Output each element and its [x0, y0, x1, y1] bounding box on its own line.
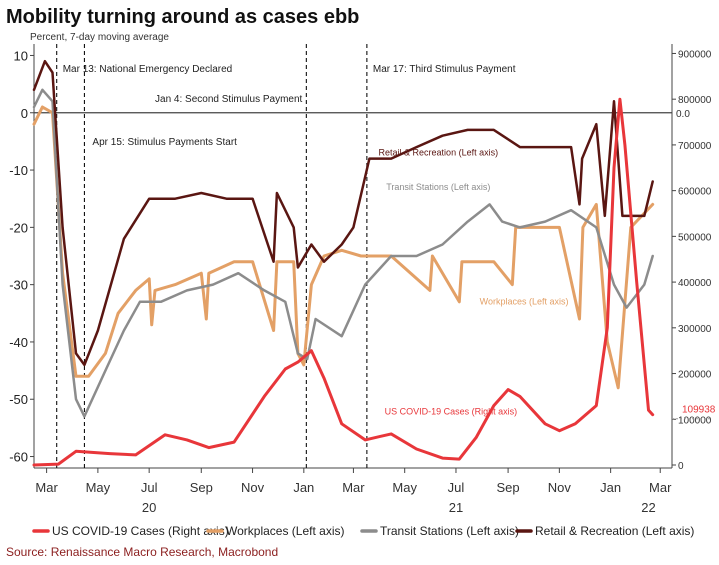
- right-tick-label: 300000: [678, 324, 712, 335]
- series-label: Retail & Recreation (Left axis): [379, 148, 499, 158]
- left-tick-label: -10: [9, 163, 28, 178]
- event-label: Jan 4: Second Stimulus Payment: [155, 94, 303, 105]
- event-label: Mar 17: Third Stimulus Payment: [373, 64, 516, 75]
- legend-label: Workplaces (Left axis): [226, 524, 344, 538]
- left-tick-label: -60: [9, 450, 28, 465]
- right-tick-label: 400000: [678, 278, 712, 289]
- retail-line: [32, 59, 654, 367]
- legend-label: Transit Stations (Left axis): [380, 524, 519, 538]
- x-tick-label: Jul: [141, 480, 158, 495]
- event-label: Mar 13: National Emergency Declared: [63, 64, 233, 75]
- x-year-label: 22: [641, 500, 655, 515]
- x-tick-label: Nov: [241, 480, 265, 495]
- x-tick-label: Jan: [600, 480, 621, 495]
- cases-line: [32, 97, 655, 467]
- left-tick-label: -30: [9, 278, 28, 293]
- right-tick-label: 500000: [678, 232, 712, 243]
- x-tick-label: Mar: [35, 480, 58, 495]
- x-year-label: 21: [449, 500, 463, 515]
- last-value-label: 109938: [682, 405, 716, 416]
- right-tick-label: 700000: [678, 141, 712, 152]
- series-label: Workplaces (Left axis): [480, 297, 569, 307]
- x-tick-label: Jan: [293, 480, 314, 495]
- x-year-label: 20: [142, 500, 156, 515]
- workplaces-line: [32, 105, 655, 390]
- x-tick-label: Mar: [649, 480, 672, 495]
- left-tick-label: -40: [9, 335, 28, 350]
- x-tick-label: Jul: [448, 480, 465, 495]
- chart-subtitle: Percent, 7-day moving average: [30, 32, 169, 43]
- x-tick-label: May: [392, 480, 417, 495]
- x-tick-label: Nov: [548, 480, 572, 495]
- left-tick-label: -20: [9, 220, 28, 235]
- legend-label: Retail & Recreation (Left axis): [535, 524, 694, 538]
- left-tick-label: 10: [14, 48, 28, 63]
- chart-title: Mobility turning around as cases ebb: [6, 6, 360, 28]
- x-tick-label: Mar: [342, 480, 365, 495]
- right-zero-marker: 0.0: [676, 109, 690, 120]
- right-tick-label: 0: [678, 461, 684, 472]
- legend-label: US COVID-19 Cases (Right axis): [52, 524, 229, 538]
- x-tick-label: Sep: [497, 480, 520, 495]
- left-tick-label: 0: [21, 106, 28, 121]
- right-tick-label: 600000: [678, 187, 712, 198]
- right-tick-label: 800000: [678, 95, 712, 106]
- event-label: Apr 15: Stimulus Payments Start: [92, 137, 237, 148]
- right-tick-label: 900000: [678, 49, 712, 60]
- right-tick-label: 100000: [678, 415, 712, 426]
- right-tick-label: 200000: [678, 370, 712, 381]
- transit-line: [32, 88, 654, 418]
- left-tick-label: -50: [9, 392, 28, 407]
- series-label: US COVID-19 Cases (Right axis): [385, 407, 518, 417]
- x-tick-label: Sep: [190, 480, 213, 495]
- x-tick-label: May: [86, 480, 111, 495]
- series-label: Transit Stations (Left axis): [386, 182, 490, 192]
- source-note: Source: Renaissance Macro Research, Macr…: [6, 545, 279, 559]
